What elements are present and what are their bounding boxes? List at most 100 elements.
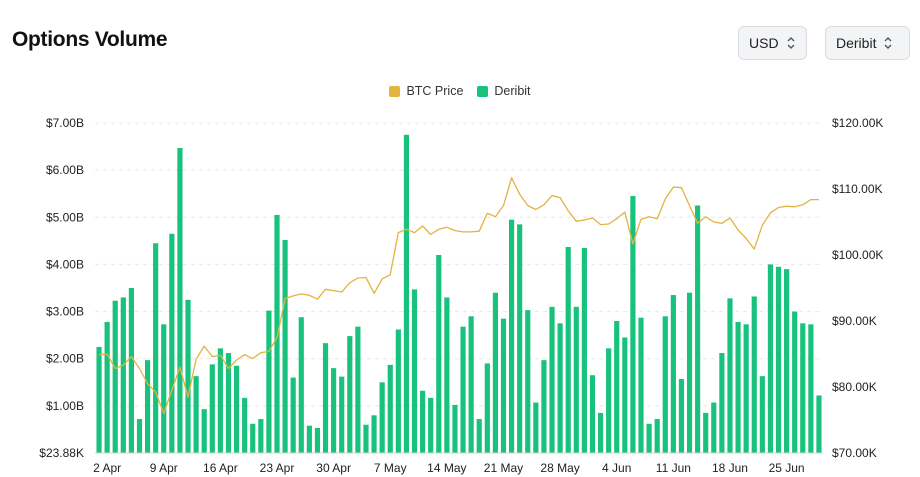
volume-bar[interactable]: [104, 321, 110, 453]
volume-bar[interactable]: [128, 288, 134, 453]
volume-bar[interactable]: [379, 382, 385, 453]
volume-bar[interactable]: [161, 324, 167, 453]
volume-bar[interactable]: [816, 395, 822, 453]
volume-bar[interactable]: [177, 147, 183, 453]
volume-bar[interactable]: [703, 412, 709, 453]
volume-bar[interactable]: [314, 428, 321, 453]
x-tick-label: 21 May: [484, 461, 523, 475]
volume-bar[interactable]: [751, 296, 757, 453]
x-tick-label: 18 Jun: [712, 461, 748, 475]
volume-bar[interactable]: [144, 360, 151, 453]
volume-bar[interactable]: [193, 376, 199, 453]
volume-bar[interactable]: [120, 297, 126, 453]
volume-bar[interactable]: [347, 336, 353, 453]
volume-bar[interactable]: [800, 323, 806, 453]
volume-bar[interactable]: [395, 329, 401, 453]
volume-bar[interactable]: [808, 324, 814, 453]
legend-item-deribit[interactable]: Deribit: [477, 84, 531, 98]
volume-bar[interactable]: [792, 311, 798, 453]
volume-bar[interactable]: [614, 321, 620, 453]
volume-bar[interactable]: [96, 346, 102, 453]
volume-bar[interactable]: [622, 337, 628, 454]
volume-bar[interactable]: [290, 377, 296, 453]
volume-bar[interactable]: [711, 402, 717, 453]
volume-bar[interactable]: [460, 326, 466, 453]
volume-bar[interactable]: [387, 364, 393, 453]
volume-bar[interactable]: [686, 292, 693, 453]
volume-bar[interactable]: [371, 415, 377, 453]
volume-bar[interactable]: [322, 343, 329, 453]
currency-select[interactable]: USD: [738, 26, 807, 60]
volume-bar[interactable]: [525, 310, 531, 453]
volume-bar[interactable]: [541, 360, 547, 453]
volume-bar[interactable]: [217, 348, 223, 453]
volume-bar[interactable]: [638, 317, 644, 453]
volume-bar[interactable]: [209, 364, 215, 453]
volume-bar[interactable]: [298, 317, 304, 453]
volume-bar[interactable]: [484, 363, 490, 453]
volume-bar[interactable]: [646, 423, 652, 453]
volume-bar[interactable]: [500, 318, 507, 453]
volume-bar[interactable]: [775, 266, 782, 453]
volume-bar[interactable]: [508, 219, 515, 453]
volume-bar[interactable]: [420, 390, 426, 453]
volume-bar[interactable]: [403, 134, 410, 454]
volume-bar[interactable]: [743, 324, 749, 453]
volume-bar[interactable]: [355, 326, 361, 453]
volume-bar[interactable]: [363, 424, 369, 453]
legend-label-btc-price: BTC Price: [406, 84, 464, 98]
volume-bar[interactable]: [678, 378, 685, 453]
volume-bar[interactable]: [549, 306, 555, 453]
volume-bar[interactable]: [492, 292, 498, 453]
volume-bar[interactable]: [436, 255, 442, 453]
volume-bar[interactable]: [759, 376, 765, 453]
y-right-tick-label: $100.00K: [832, 248, 883, 262]
volume-bar[interactable]: [201, 409, 207, 453]
volume-bar[interactable]: [565, 246, 571, 453]
volume-bar[interactable]: [476, 419, 482, 453]
volume-bar[interactable]: [719, 353, 725, 453]
volume-bar[interactable]: [597, 412, 604, 453]
volume-bar[interactable]: [136, 419, 143, 453]
volume-bar[interactable]: [581, 247, 587, 453]
legend-label-deribit: Deribit: [494, 84, 531, 98]
volume-bar[interactable]: [735, 321, 741, 453]
volume-bar[interactable]: [468, 316, 474, 453]
volume-bar[interactable]: [784, 269, 790, 453]
volume-bar[interactable]: [630, 196, 636, 454]
volume-bar[interactable]: [411, 289, 418, 453]
volume-bar[interactable]: [533, 402, 539, 453]
volume-bar[interactable]: [589, 375, 596, 453]
volume-bar[interactable]: [444, 297, 450, 453]
volume-bar[interactable]: [250, 423, 256, 453]
volume-bar[interactable]: [266, 310, 272, 453]
volume-bar[interactable]: [557, 323, 563, 453]
exchange-select[interactable]: Deribit: [825, 26, 910, 60]
volume-bar[interactable]: [331, 368, 337, 453]
volume-bar[interactable]: [662, 316, 668, 453]
volume-bar[interactable]: [573, 306, 579, 453]
volume-bar[interactable]: [153, 243, 159, 453]
volume-bar[interactable]: [654, 419, 660, 453]
volume-bar[interactable]: [282, 239, 288, 453]
volume-bar[interactable]: [258, 419, 264, 453]
volume-bar[interactable]: [306, 425, 312, 453]
volume-bar[interactable]: [112, 300, 118, 453]
volume-bar[interactable]: [169, 233, 175, 453]
volume-bar[interactable]: [185, 299, 191, 453]
volume-bar[interactable]: [225, 353, 232, 453]
volume-bar[interactable]: [727, 298, 733, 453]
legend-item-btc-price[interactable]: BTC Price: [389, 84, 463, 98]
volume-bar[interactable]: [274, 214, 280, 453]
volume-bar[interactable]: [517, 224, 523, 453]
volume-bar[interactable]: [428, 397, 434, 453]
volume-bar[interactable]: [606, 348, 612, 453]
volume-bar[interactable]: [339, 376, 345, 453]
volume-bar[interactable]: [670, 295, 676, 453]
volume-bar[interactable]: [695, 205, 701, 454]
y-left-tick-label: $3.00B: [46, 305, 84, 319]
volume-bar[interactable]: [242, 397, 248, 453]
volume-bar[interactable]: [767, 264, 774, 453]
volume-bar[interactable]: [452, 404, 458, 453]
volume-bar[interactable]: [233, 365, 240, 453]
